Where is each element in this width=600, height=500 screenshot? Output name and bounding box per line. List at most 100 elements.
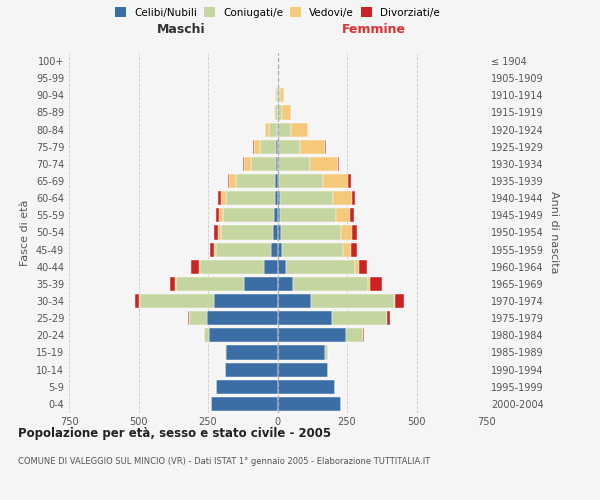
Bar	[278, 140, 300, 154]
Bar	[275, 88, 276, 102]
Bar	[278, 122, 290, 136]
Bar	[277, 208, 280, 222]
Bar	[281, 106, 290, 120]
Bar	[280, 208, 336, 222]
Bar	[228, 174, 229, 188]
Bar	[210, 242, 214, 256]
Bar	[260, 140, 277, 154]
Bar	[394, 294, 395, 308]
Bar	[199, 260, 200, 274]
Bar	[332, 191, 352, 205]
Bar	[218, 191, 221, 205]
Bar	[217, 380, 277, 394]
Bar	[355, 260, 359, 274]
Bar	[176, 277, 244, 291]
Bar	[280, 88, 284, 102]
Bar	[244, 157, 251, 171]
Bar	[370, 277, 382, 291]
Bar	[278, 157, 310, 171]
Bar	[276, 157, 277, 171]
Bar	[281, 226, 341, 239]
Bar	[191, 260, 199, 274]
Bar	[349, 174, 350, 188]
Bar	[277, 346, 325, 360]
Bar	[218, 226, 221, 239]
Bar	[277, 397, 341, 411]
Y-axis label: Anni di nascita: Anni di nascita	[549, 191, 559, 274]
Bar	[216, 242, 271, 256]
Bar	[274, 106, 275, 120]
Bar	[271, 242, 277, 256]
Bar	[281, 242, 343, 256]
Bar	[229, 174, 236, 188]
Bar	[140, 294, 214, 308]
Bar	[269, 122, 277, 136]
Bar	[277, 380, 335, 394]
Y-axis label: Fasce di età: Fasce di età	[20, 200, 30, 266]
Text: COMUNE DI VALEGGIO SUL MINCIO (VR) - Dati ISTAT 1° gennaio 2005 - Elaborazione T: COMUNE DI VALEGGIO SUL MINCIO (VR) - Dat…	[18, 458, 430, 466]
Bar	[251, 157, 276, 171]
Bar	[214, 226, 218, 239]
Bar	[244, 277, 277, 291]
Bar	[135, 294, 139, 308]
Bar	[226, 346, 277, 360]
Bar	[343, 242, 351, 256]
Bar	[274, 226, 277, 239]
Bar	[352, 191, 355, 205]
Bar	[277, 260, 286, 274]
Bar	[206, 311, 277, 325]
Bar	[277, 242, 281, 256]
Bar	[341, 226, 352, 239]
Bar	[243, 157, 244, 171]
Bar	[351, 242, 357, 256]
Bar	[286, 260, 355, 274]
Bar	[323, 174, 349, 188]
Bar	[352, 226, 357, 239]
Bar	[188, 311, 190, 325]
Bar	[359, 260, 367, 274]
Bar	[214, 294, 277, 308]
Bar	[236, 174, 275, 188]
Bar	[277, 157, 278, 171]
Text: Popolazione per età, sesso e stato civile - 2005: Popolazione per età, sesso e stato civil…	[18, 428, 331, 440]
Bar	[277, 294, 311, 308]
Bar	[263, 260, 277, 274]
Bar	[278, 71, 279, 85]
Bar	[214, 242, 216, 256]
Bar	[200, 260, 263, 274]
Bar	[275, 106, 277, 120]
Legend: Celibi/Nubili, Coniugati/e, Vedovi/e, Divorziati/e: Celibi/Nubili, Coniugati/e, Vedovi/e, Di…	[115, 8, 440, 18]
Bar	[277, 191, 280, 205]
Bar	[277, 277, 293, 291]
Bar	[265, 122, 269, 136]
Bar	[350, 208, 354, 222]
Bar	[338, 157, 340, 171]
Bar	[277, 328, 346, 342]
Bar	[223, 208, 274, 222]
Bar	[310, 157, 338, 171]
Bar	[346, 328, 363, 342]
Bar	[216, 208, 218, 222]
Bar	[226, 191, 275, 205]
Bar	[211, 397, 277, 411]
Bar	[275, 191, 277, 205]
Bar	[277, 311, 332, 325]
Bar	[300, 140, 325, 154]
Bar	[209, 328, 277, 342]
Bar	[293, 277, 368, 291]
Bar	[277, 174, 279, 188]
Text: Femmine: Femmine	[341, 24, 406, 36]
Bar	[221, 191, 226, 205]
Bar	[218, 208, 223, 222]
Bar	[275, 174, 277, 188]
Bar	[254, 140, 260, 154]
Bar	[325, 346, 328, 360]
Bar	[311, 294, 394, 308]
Bar	[368, 277, 370, 291]
Bar	[170, 277, 175, 291]
Bar	[190, 311, 206, 325]
Bar	[336, 208, 350, 222]
Bar	[280, 191, 332, 205]
Bar	[276, 88, 277, 102]
Bar	[274, 208, 277, 222]
